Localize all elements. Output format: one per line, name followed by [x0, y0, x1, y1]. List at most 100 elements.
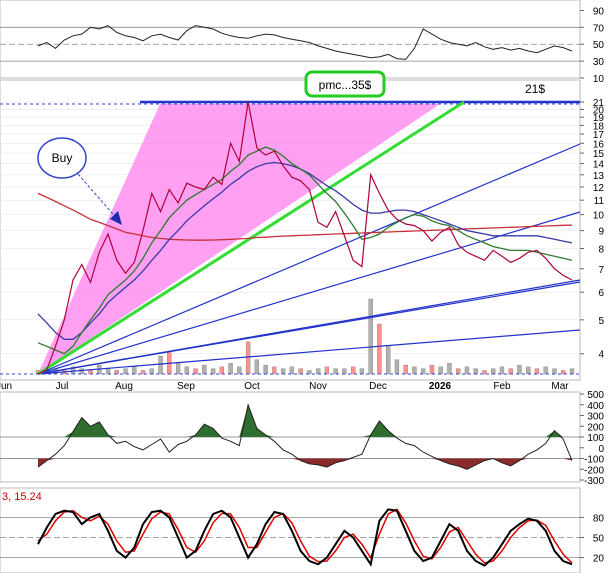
ma-short-line — [37, 146, 573, 355]
rsi-tick-label: 90 — [593, 6, 605, 17]
volume-bar — [403, 364, 408, 375]
volume-bar — [237, 366, 242, 375]
month-label: 2026 — [429, 381, 452, 392]
volume-bar — [464, 366, 470, 375]
buy-arrow-head — [110, 211, 122, 225]
price-tick-label: 21 — [593, 98, 605, 109]
cci-tick-label: -300 — [584, 476, 604, 487]
volume-bar — [438, 366, 443, 375]
volume-bar — [245, 341, 251, 375]
month-label: Nov — [309, 381, 327, 392]
volume-bar — [175, 363, 181, 375]
price-tick-label: 15 — [593, 149, 605, 160]
month-label: Dec — [369, 381, 387, 392]
rsi-tick-label: 50 — [593, 40, 605, 51]
volume-bar — [123, 368, 128, 375]
volume-bar — [307, 370, 312, 375]
buy-bubble — [37, 137, 87, 179]
cci-negative-fill — [38, 458, 572, 470]
volume-bar — [359, 368, 365, 375]
volume-bar — [289, 366, 295, 375]
target-label: pmc...35$ — [319, 78, 372, 92]
stoch-d-line — [37, 508, 573, 564]
volume-bar — [394, 359, 400, 375]
volume-bar — [429, 364, 435, 375]
cci-tick-label: 500 — [587, 390, 604, 401]
volume-bar — [272, 366, 277, 375]
volume-bar — [140, 370, 146, 375]
volume-bar — [368, 298, 373, 375]
volume-bar — [569, 368, 575, 375]
price-line — [37, 101, 573, 375]
volume-bar — [193, 368, 198, 375]
price-tick-label: 9 — [598, 227, 604, 238]
volume-bar — [473, 368, 478, 375]
volume-bar — [149, 368, 154, 375]
volume-bar — [114, 370, 119, 375]
stochastic-panel: 3, 15.24 80 50 20 — [0, 487, 604, 573]
price-tick-label: 16 — [593, 139, 605, 150]
volume-bar — [324, 366, 330, 375]
volume-bar — [79, 368, 84, 375]
volume-bar — [219, 366, 224, 375]
rsi-tick-label: 30 — [593, 57, 605, 68]
volume-bar — [377, 323, 382, 375]
buy-arrow — [77, 173, 119, 221]
fan-line — [37, 279, 581, 375]
buy-label: Buy — [52, 151, 73, 165]
volume-bar — [298, 368, 303, 375]
blue-fan-lines — [37, 143, 581, 375]
volume-bar — [350, 366, 356, 375]
price-tick-label: 8 — [598, 245, 604, 256]
price-tick-label: 7 — [598, 265, 604, 276]
month-label: Jul — [56, 381, 69, 392]
price-tick-label: 6 — [598, 288, 604, 299]
fan-line — [37, 329, 581, 375]
price-tick-label: 10 — [593, 211, 605, 222]
cci-positive-fill — [38, 404, 572, 437]
volume-bar — [386, 345, 391, 375]
price-tick-label: 19 — [593, 113, 605, 124]
month-label: Aug — [115, 381, 133, 392]
volume-bar — [132, 366, 137, 375]
cci-line — [37, 403, 573, 470]
month-label: Jun — [0, 381, 12, 392]
fan-line — [37, 143, 581, 375]
volume-bar — [342, 368, 347, 375]
month-label: Sep — [177, 381, 195, 392]
volume-bar — [447, 363, 452, 375]
volume-bar — [263, 364, 268, 375]
volume-bar — [508, 368, 513, 375]
rsi-tick-label: 10 — [593, 74, 605, 85]
volume-bar — [184, 366, 189, 375]
volume-bar — [482, 370, 487, 375]
volume-bar — [280, 368, 286, 375]
month-label: Mar — [551, 381, 569, 392]
volume-bar — [526, 366, 531, 375]
volume-bar — [561, 370, 566, 375]
volume-bar — [412, 366, 417, 375]
volume-bar — [202, 364, 207, 375]
rsi-line — [37, 25, 573, 60]
month-label: Oct — [244, 381, 260, 392]
cci-tick-label: 400 — [587, 401, 604, 412]
fan-line — [37, 211, 581, 375]
rsi-tick-label: 70 — [593, 23, 605, 34]
cci-tick-label: 300 — [587, 412, 604, 423]
price-tick-label: 13 — [593, 171, 605, 182]
volume-bar — [315, 368, 321, 375]
month-label: Feb — [493, 381, 511, 392]
price-tick-label: 4 — [598, 350, 604, 361]
price-tick-label: 20 — [593, 105, 605, 116]
cci-tick-label: -200 — [584, 465, 604, 476]
volume-bar — [534, 368, 540, 375]
price-tick-label: 17 — [593, 130, 605, 141]
volume-bar — [210, 368, 216, 375]
ma-long-line — [37, 192, 573, 241]
volume-bar — [517, 364, 522, 375]
target-box — [304, 70, 386, 98]
volume-bar — [158, 355, 163, 375]
volume-bar — [88, 370, 93, 375]
